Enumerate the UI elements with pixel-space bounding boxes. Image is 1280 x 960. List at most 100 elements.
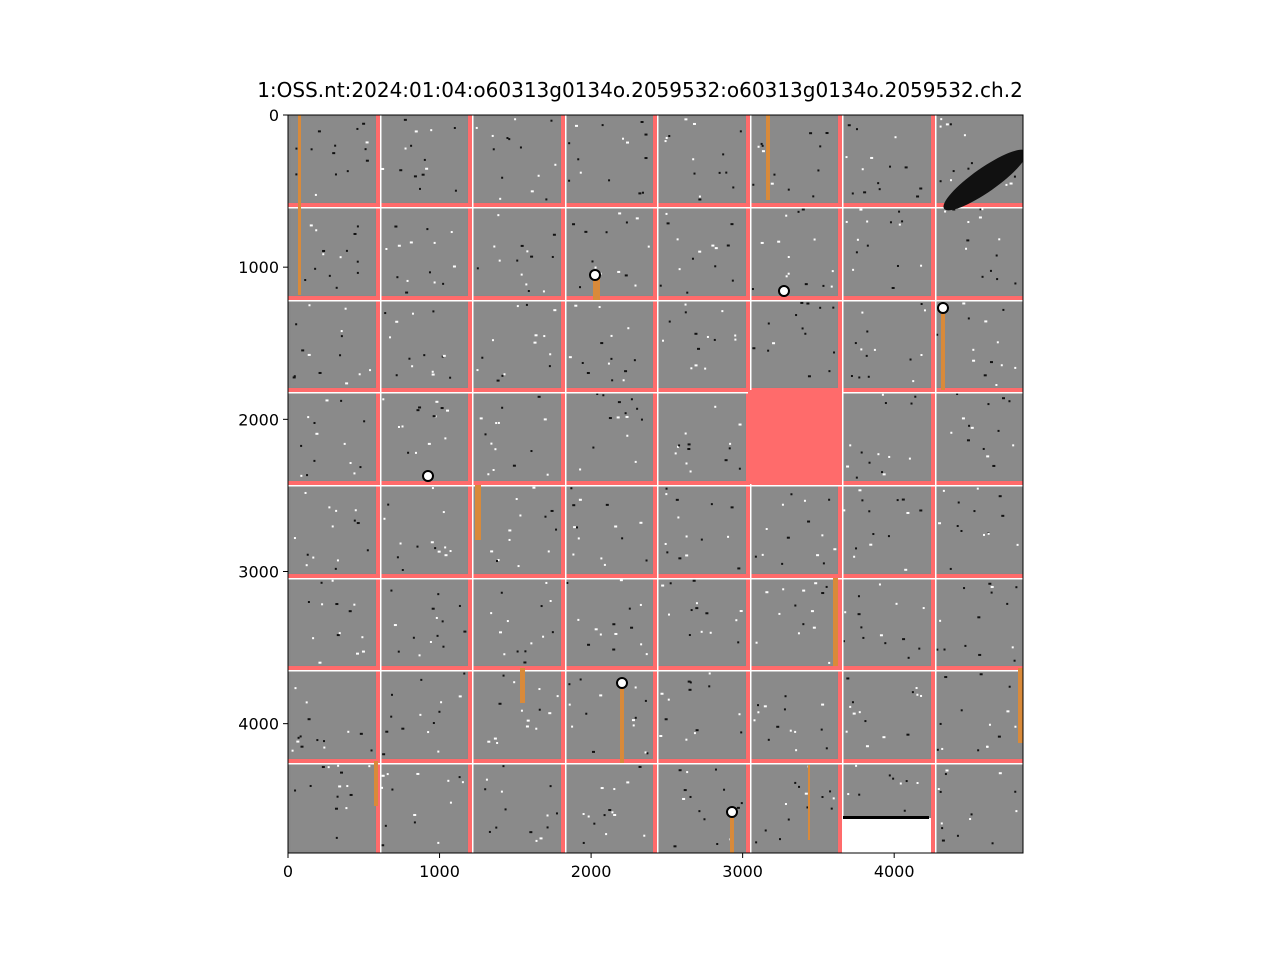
bleed-trail [475, 485, 481, 540]
pixel-speck [920, 264, 923, 267]
pixel-speck [626, 141, 630, 144]
pixel-speck [353, 603, 356, 606]
pixel-speck [807, 520, 811, 523]
pixel-speck [639, 603, 642, 606]
pixel-speck [411, 365, 414, 368]
pixel-speck [938, 522, 942, 525]
x-tick-label: 2000 [571, 862, 612, 881]
pixel-speck [613, 813, 617, 816]
pixel-speck [532, 486, 536, 489]
pixel-speck [668, 320, 671, 323]
pixel-speck [591, 750, 595, 753]
pixel-speck [307, 718, 311, 721]
ccd-cell [473, 393, 560, 480]
pixel-speck [411, 312, 414, 315]
pixel-speck [594, 628, 598, 631]
pixel-speck [634, 686, 637, 689]
pixel-speck [961, 417, 965, 420]
pixel-speck [912, 380, 915, 383]
pixel-speck [866, 220, 869, 223]
pixel-speck [600, 342, 604, 345]
ccd-cell [751, 671, 837, 758]
pixel-speck [363, 420, 366, 423]
pixel-speck [911, 691, 914, 694]
pixel-speck [804, 283, 808, 286]
pixel-speck [920, 694, 923, 697]
pixel-speck [644, 751, 647, 754]
pixel-speck [855, 547, 858, 550]
pixel-speck [547, 550, 550, 553]
bright-star [726, 806, 738, 818]
ccd-cell [751, 118, 837, 202]
pixel-speck [1012, 444, 1015, 447]
pixel-speck [381, 167, 385, 170]
pixel-speck [625, 415, 629, 418]
pixel-speck [312, 637, 315, 640]
pixel-speck [950, 431, 953, 434]
pixel-speck [314, 267, 317, 270]
pixel-speck [635, 217, 639, 220]
pixel-speck [1014, 366, 1017, 369]
bleed-trail [593, 275, 600, 300]
pixel-speck [804, 332, 807, 335]
pixel-speck [673, 845, 677, 848]
pixel-speck [866, 330, 869, 333]
pixel-speck [407, 451, 410, 454]
pixel-speck [868, 510, 871, 513]
pixel-speck [800, 301, 804, 304]
pixel-speck [449, 550, 452, 553]
pixel-speck [714, 405, 717, 408]
pixel-speck [949, 123, 952, 126]
pixel-speck [338, 785, 342, 788]
pixel-speck [334, 567, 337, 570]
pixel-speck [431, 487, 434, 490]
pixel-speck [767, 349, 770, 352]
pixel-speck [1001, 397, 1005, 400]
ccd-cell [843, 118, 930, 202]
pixel-speck [420, 678, 423, 681]
pixel-speck [846, 465, 850, 468]
pixel-speck [734, 338, 737, 341]
pixel-speck [664, 140, 667, 143]
pixel-speck [431, 370, 434, 373]
ccd-cell [658, 393, 745, 480]
pixel-speck [621, 537, 624, 540]
pixel-speck [879, 634, 883, 637]
y-tick-label: 1000 [238, 258, 279, 277]
pixel-speck [494, 448, 497, 451]
pixel-speck [767, 738, 770, 741]
pixel-speck [636, 407, 639, 410]
pixel-speck [822, 562, 825, 565]
pixel-speck [801, 208, 805, 211]
pixel-speck [516, 259, 519, 262]
pixel-speck [685, 535, 688, 538]
pixel-speck [802, 589, 806, 592]
pixel-speck [1016, 543, 1019, 546]
pixel-speck [593, 822, 596, 825]
pixel-speck [966, 239, 970, 242]
pixel-speck [436, 634, 439, 637]
pixel-speck [598, 306, 601, 309]
pixel-speck [845, 220, 848, 223]
pixel-speck [957, 501, 960, 504]
pixel-speck [625, 221, 628, 224]
pixel-speck [709, 631, 712, 634]
ccd-cell [751, 486, 837, 573]
ccd-cell [291, 208, 375, 295]
pixel-speck [384, 824, 387, 827]
pixel-speck [328, 274, 331, 277]
pixel-speck [847, 124, 851, 127]
pixel-speck [397, 244, 401, 247]
pixel-speck [972, 348, 975, 351]
pixel-speck [857, 613, 861, 616]
pixel-speck [418, 654, 421, 657]
pixel-speck [660, 692, 664, 695]
ccd-cell [843, 301, 930, 387]
pixel-speck [525, 283, 528, 286]
pixel-speck [500, 591, 503, 594]
pixel-speck [1014, 790, 1017, 793]
pixel-speck [690, 367, 693, 370]
pixel-speck [339, 354, 342, 357]
ccd-cell [566, 118, 652, 202]
pixel-speck [523, 661, 527, 664]
